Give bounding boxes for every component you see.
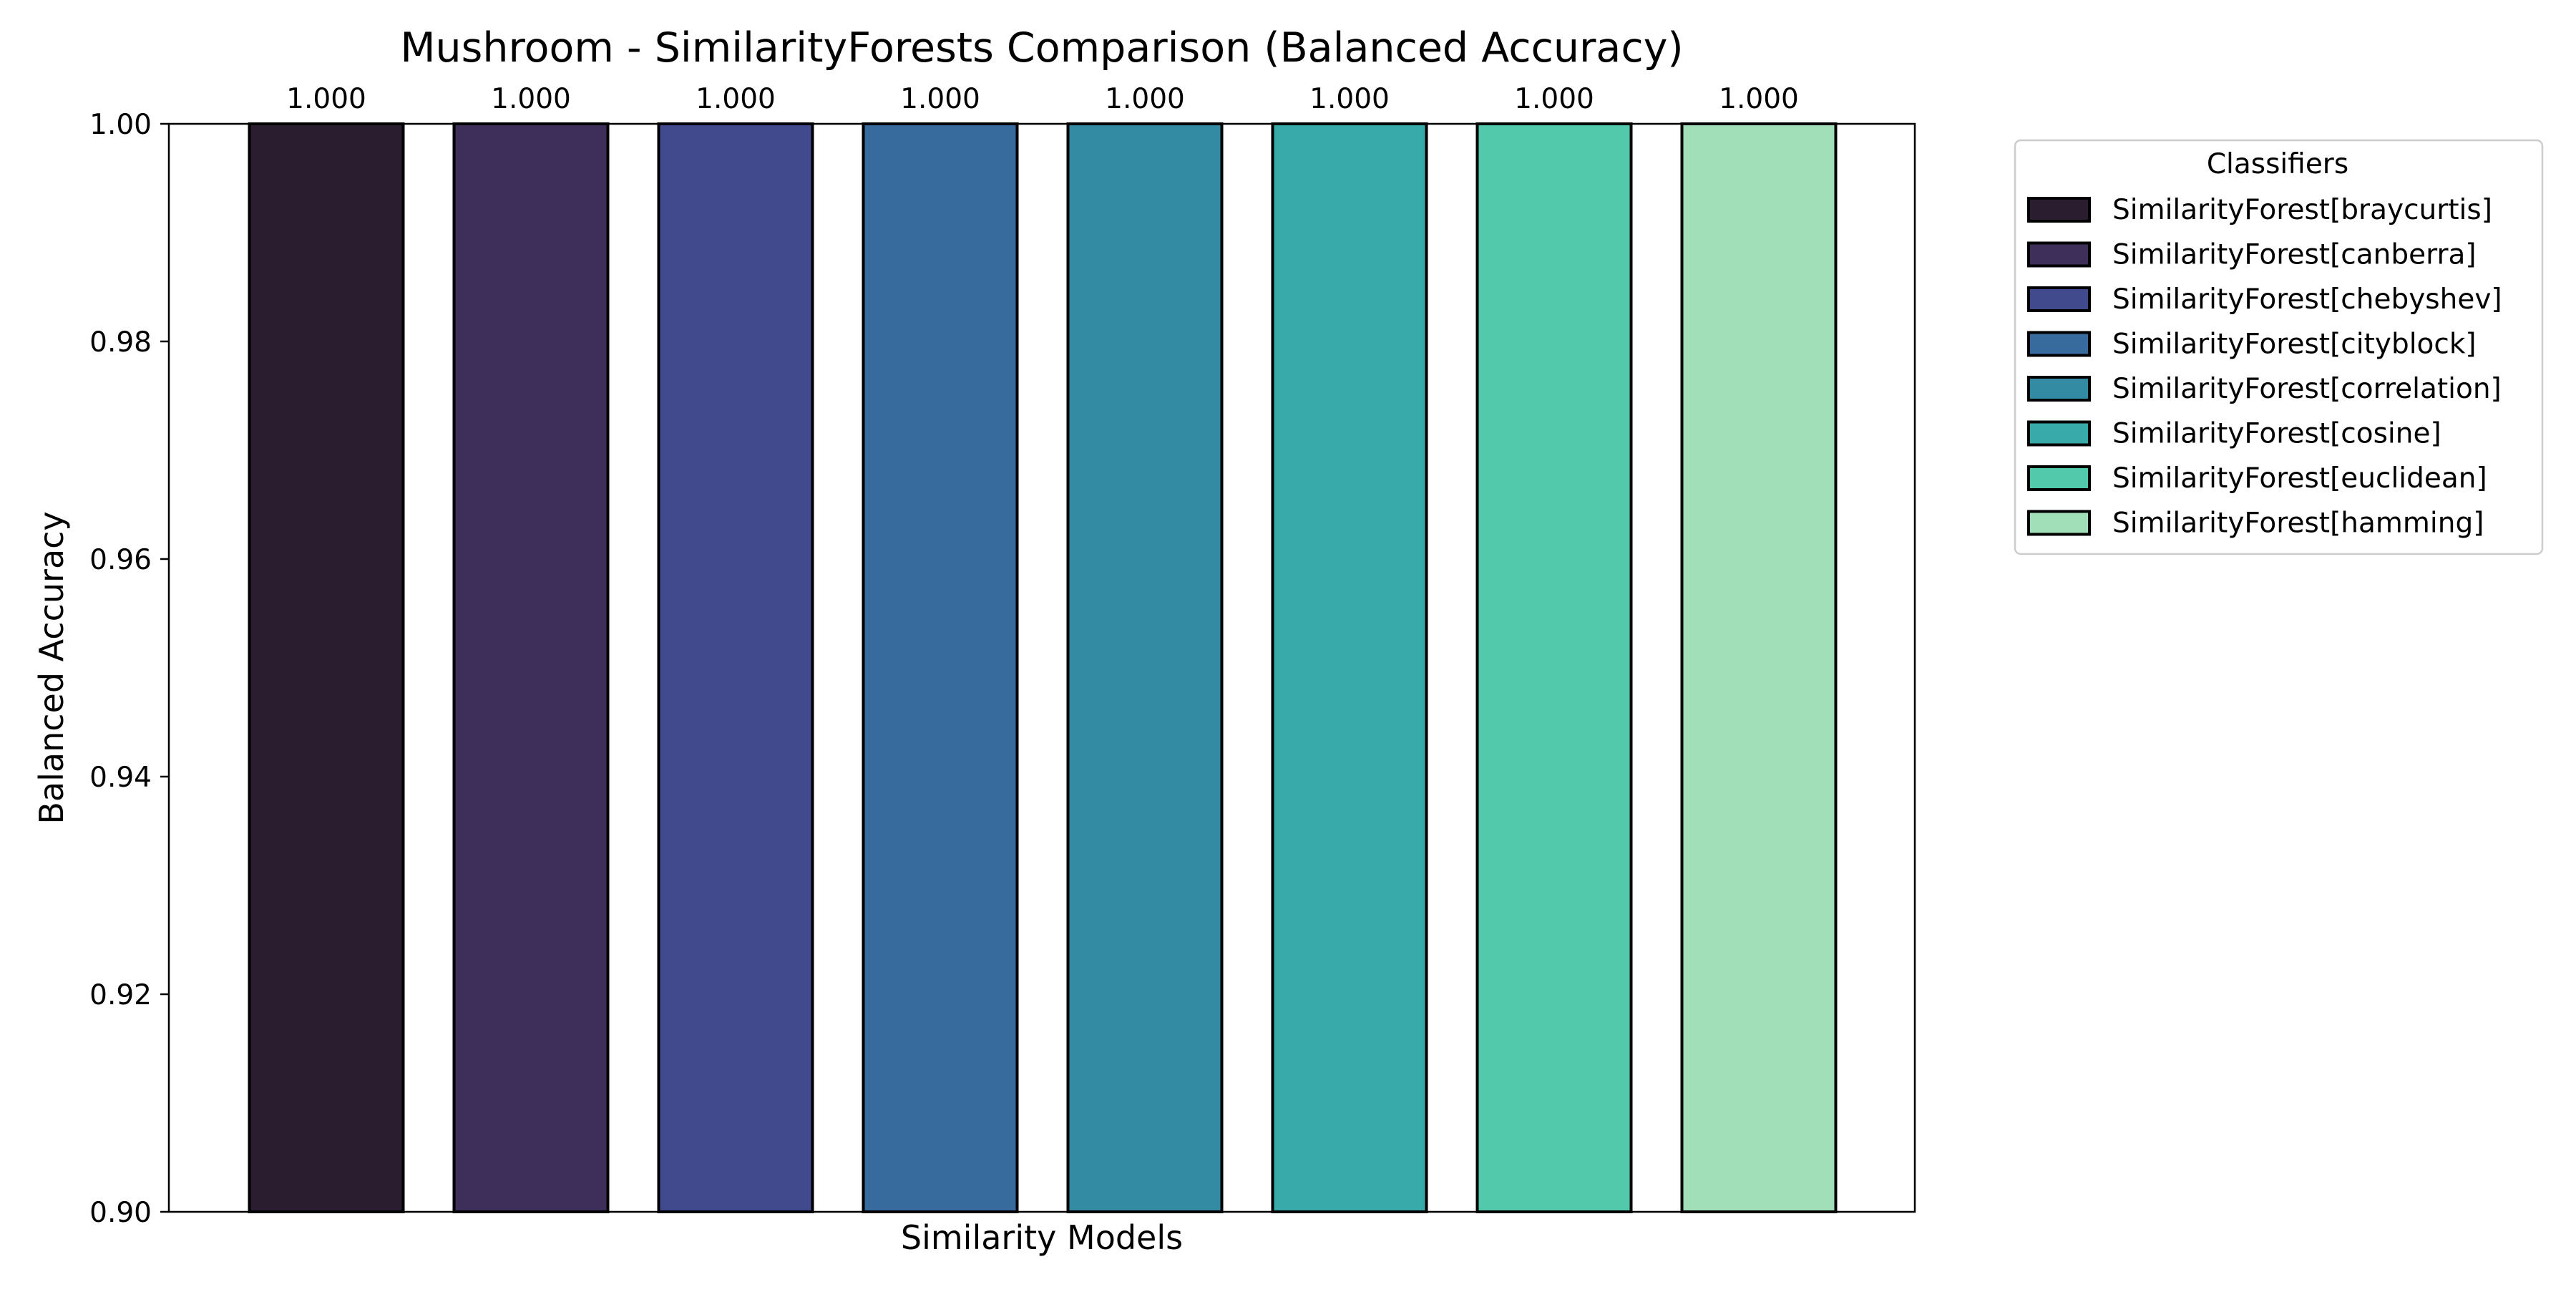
legend-frame xyxy=(2014,139,2544,555)
legend-entry-label: SimilarityForest[correlation] xyxy=(2112,373,2502,405)
y-tick-label: 0.92 xyxy=(89,979,152,1011)
chart-title: Mushroom - SimilarityForests Comparison … xyxy=(400,24,1683,72)
legend-swatch xyxy=(2027,197,2091,223)
x-axis-label: Similarity Models xyxy=(901,1218,1183,1257)
bar-value-label: 1.000 xyxy=(286,83,366,115)
y-tick-label: 0.90 xyxy=(89,1197,152,1229)
bar-value-label: 1.000 xyxy=(1719,83,1799,115)
bar xyxy=(1066,122,1224,1213)
y-tick-label: 1.00 xyxy=(89,109,152,141)
legend-entry-label: SimilarityForest[canberra] xyxy=(2112,239,2477,271)
legend-entry-label: SimilarityForest[hamming] xyxy=(2112,507,2484,540)
legend-swatch xyxy=(2027,420,2091,447)
bar xyxy=(862,122,1019,1213)
bar-value-label: 1.000 xyxy=(491,83,571,115)
bars-layer xyxy=(248,122,1838,1213)
legend-swatch xyxy=(2027,465,2091,491)
bar xyxy=(657,122,814,1213)
bar xyxy=(1271,122,1428,1213)
legend-swatch xyxy=(2027,241,2091,268)
legend-entry-label: SimilarityForest[cosine] xyxy=(2112,418,2441,450)
legend: Classifiers SimilarityForest[braycurtis]… xyxy=(2014,139,2544,555)
bar xyxy=(1680,122,1838,1213)
legend-entries: SimilarityForest[braycurtis] SimilarityFo… xyxy=(2027,194,2502,540)
y-axis: 0.90 0.92 0.94 0.96 0.98 1.00 xyxy=(89,109,169,1229)
bar xyxy=(248,122,405,1213)
bar-value-label: 1.000 xyxy=(696,83,776,115)
y-tick-label: 0.98 xyxy=(89,326,152,359)
legend-swatch xyxy=(2027,376,2091,402)
y-tick-label: 0.94 xyxy=(89,762,152,794)
legend-entry-label: SimilarityForest[chebyshev] xyxy=(2112,283,2502,316)
value-labels-layer: 1.000 1.000 1.000 1.000 1.000 1.000 1.000 1.000 xyxy=(286,83,1799,115)
bar-value-label: 1.000 xyxy=(1105,83,1185,115)
plot-frame xyxy=(167,122,1916,1213)
y-tick-label: 0.96 xyxy=(89,544,152,576)
legend-entry-label: SimilarityForest[braycurtis] xyxy=(2112,194,2492,226)
bar xyxy=(1475,122,1633,1213)
bar-value-label: 1.000 xyxy=(900,83,980,115)
legend-title: Classifiers xyxy=(2207,148,2348,180)
bar xyxy=(452,122,610,1213)
legend-entry-label: SimilarityForest[euclidean] xyxy=(2112,462,2487,495)
legend-swatch xyxy=(2027,331,2091,357)
bar-value-label: 1.000 xyxy=(1309,83,1390,115)
bar-value-label: 1.000 xyxy=(1514,83,1594,115)
legend-entry-label: SimilarityForest[cityblock] xyxy=(2112,329,2477,361)
legend-swatch xyxy=(2027,510,2091,536)
legend-swatch xyxy=(2027,286,2091,312)
y-axis-label: Balanced Accuracy xyxy=(32,511,71,824)
